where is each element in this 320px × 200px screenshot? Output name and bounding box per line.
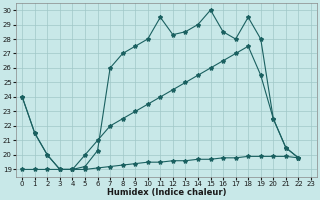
X-axis label: Humidex (Indice chaleur): Humidex (Indice chaleur) [107, 188, 226, 197]
